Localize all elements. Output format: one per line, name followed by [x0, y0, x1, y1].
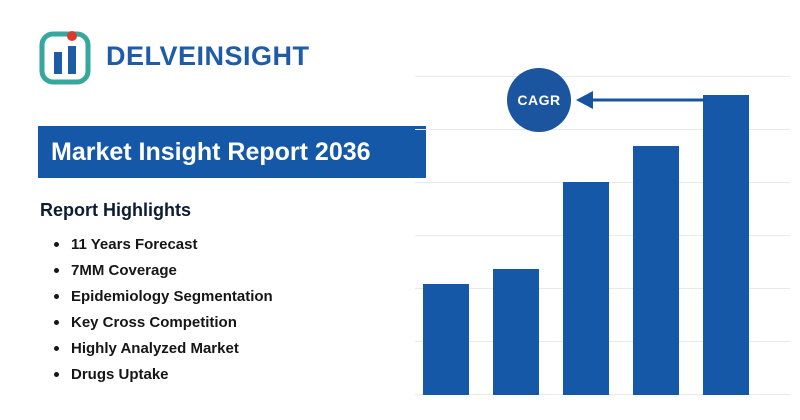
logo-wordmark: DELVEINSIGHT	[106, 41, 310, 71]
bullet-dot	[54, 241, 59, 247]
highlight-label: Highly Analyzed Market	[71, 339, 239, 357]
highlight-label: Epidemiology Segmentation	[71, 287, 273, 305]
delveinsight-logo-icon	[38, 22, 96, 91]
bullet-dot	[54, 371, 59, 377]
bar-chart: CAGR	[415, 60, 790, 395]
bullet-dot	[54, 345, 59, 351]
highlight-label: 11 Years Forecast	[71, 235, 198, 253]
title-banner: Market Insight Report 2036	[38, 126, 426, 178]
list-item: Highly Analyzed Market	[54, 335, 273, 361]
highlights-heading: Report Highlights	[40, 200, 191, 220]
list-item: 7MM Coverage	[54, 257, 273, 283]
bullet-dot	[54, 319, 59, 325]
bullet-dot	[54, 267, 59, 273]
bar	[493, 269, 539, 395]
page-title: Market Insight Report 2036	[51, 137, 371, 166]
bars	[423, 60, 749, 395]
cagr-badge: CAGR	[507, 68, 571, 132]
highlights-list: 11 Years Forecast 7MM Coverage Epidemiol…	[54, 231, 273, 387]
bar	[563, 182, 609, 395]
list-item: Epidemiology Segmentation	[54, 283, 273, 309]
highlight-label: Drugs Uptake	[71, 365, 169, 383]
highlight-label: 7MM Coverage	[71, 261, 177, 279]
list-item: Key Cross Competition	[54, 309, 273, 335]
bar	[633, 146, 679, 395]
list-item: Drugs Uptake	[54, 361, 273, 387]
highlight-label: Key Cross Competition	[71, 313, 237, 331]
logo: DELVEINSIGHT	[38, 22, 310, 91]
bar	[423, 284, 469, 395]
list-item: 11 Years Forecast	[54, 231, 273, 257]
bar	[703, 95, 749, 395]
bullet-dot	[54, 293, 59, 299]
